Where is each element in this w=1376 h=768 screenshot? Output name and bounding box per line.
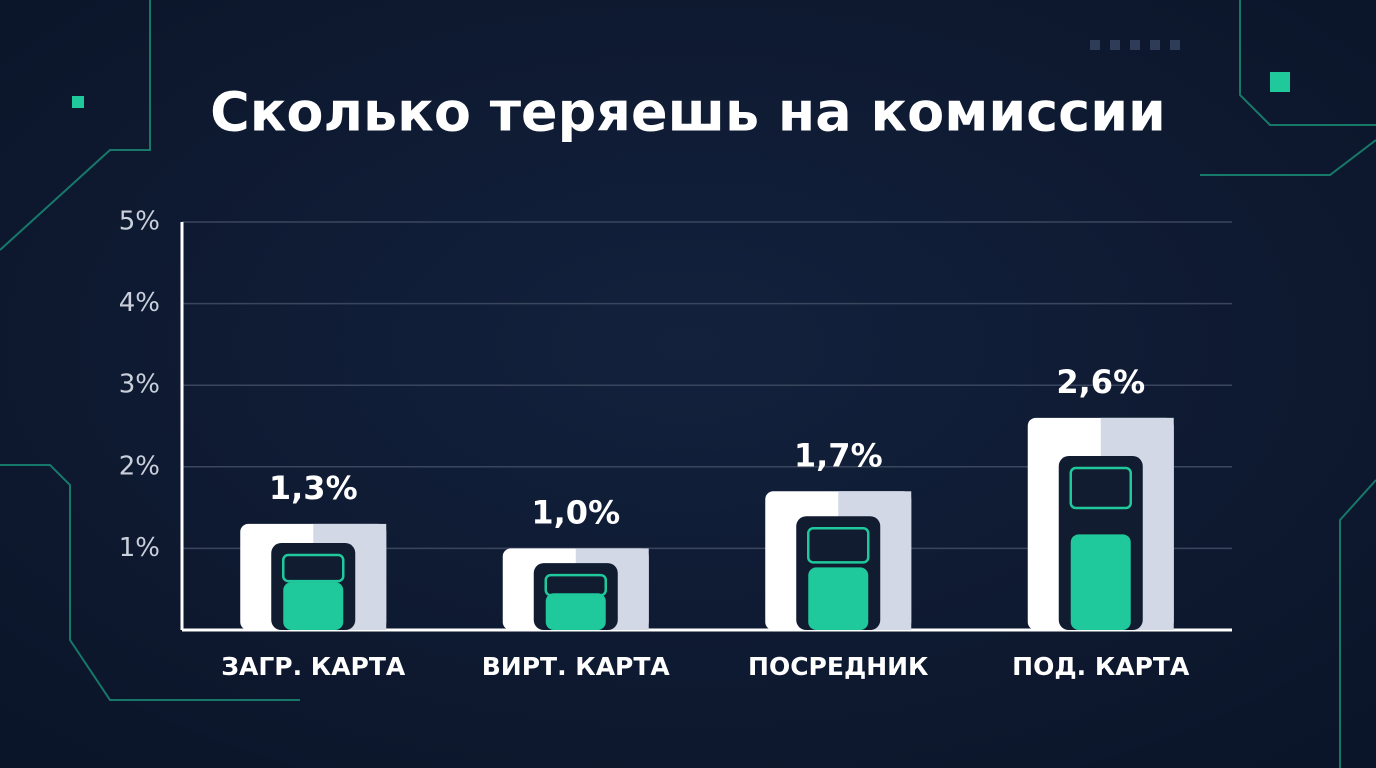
y-tick-label: 4%: [119, 288, 160, 318]
bar: [1027, 417, 1174, 630]
icon-decoration: [1270, 72, 1290, 92]
bar-fill: [1070, 534, 1131, 630]
chart-title: Сколько теряешь на комиссии: [210, 81, 1166, 144]
x-tick-label: ПОСРЕДНИК: [748, 652, 929, 681]
bar-fill: [283, 582, 344, 630]
bar: [765, 491, 912, 630]
card-icon: [544, 573, 607, 597]
x-tick-label: ПОД. КАРТА: [1012, 652, 1190, 681]
card-icon: [807, 526, 870, 564]
value-label: 1,0%: [531, 493, 620, 531]
bar-fill: [808, 567, 869, 630]
dots-decoration: [1090, 40, 1180, 50]
value-label: 2,6%: [1056, 363, 1145, 401]
x-tick-label: ВИРТ. КАРТА: [482, 652, 671, 681]
bar: [502, 548, 649, 630]
y-tick-label: 1%: [119, 533, 160, 563]
value-label: 1,7%: [794, 436, 883, 474]
card-icon: [282, 553, 345, 583]
bar: [240, 523, 387, 630]
y-tick-label: 3%: [119, 370, 160, 400]
bar-fill: [545, 593, 606, 630]
icon-decoration: [72, 96, 84, 108]
y-tick-label: 2%: [119, 451, 160, 481]
x-tick-label: ЗАГР. КАРТА: [221, 652, 406, 681]
card-icon: [1069, 466, 1132, 510]
value-label: 1,3%: [269, 469, 358, 507]
y-tick-label: 5%: [119, 207, 160, 237]
